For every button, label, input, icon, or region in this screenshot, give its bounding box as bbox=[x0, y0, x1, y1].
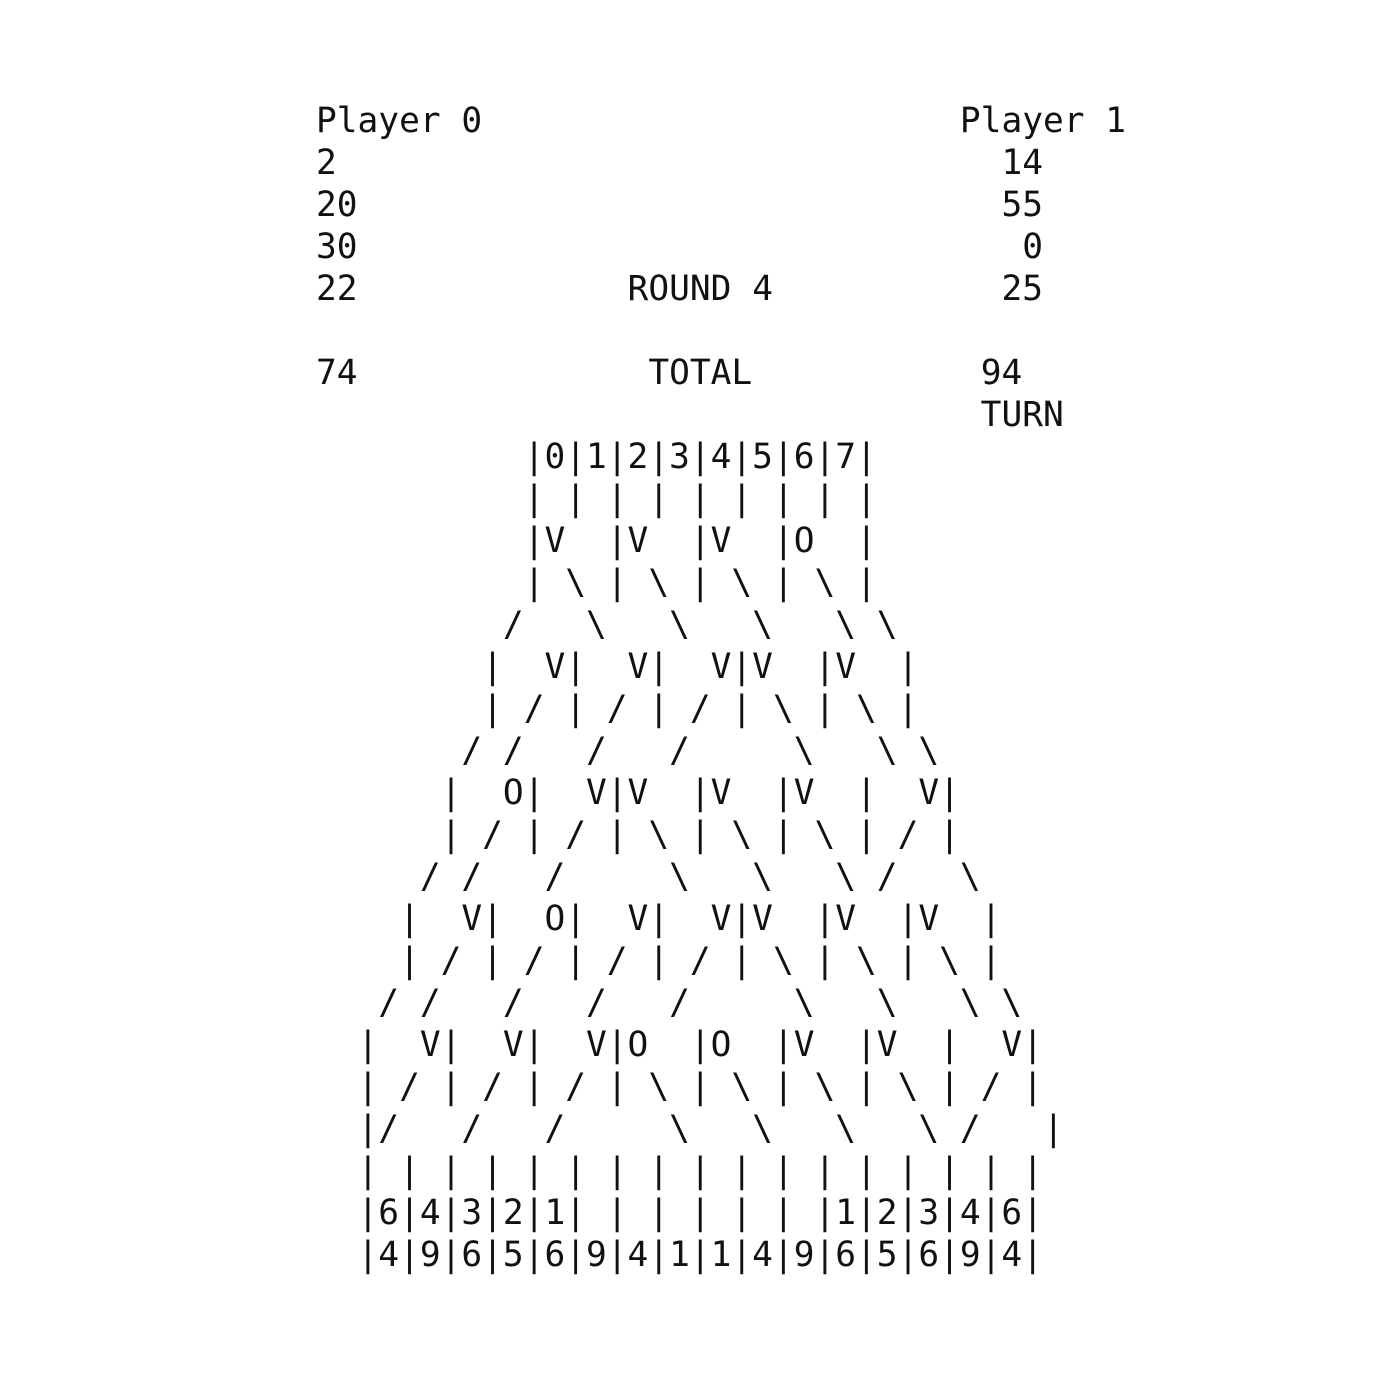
board-column-numbers: |0|1|2|3|4|5|6|7| bbox=[316, 437, 877, 477]
board: |0|1|2|3|4|5|6|7| | | | | | | | | | |V |… bbox=[316, 436, 1116, 1276]
board-line: / / / / \ \ \ bbox=[316, 731, 940, 771]
player0-round-1-score: 2 bbox=[316, 143, 337, 183]
turn-indicator: TURN bbox=[980, 395, 1064, 435]
player1-round-4-score: 25 bbox=[1001, 269, 1044, 309]
turn-row: TURN bbox=[316, 394, 1116, 436]
board-line: | | | | | | | | | | | | | | | | | bbox=[316, 1151, 1043, 1191]
player1-round-1-score: 14 bbox=[1001, 143, 1043, 183]
board-line: / \ \ \ \ \ bbox=[316, 605, 898, 645]
round-label: ROUND 4 bbox=[627, 269, 773, 309]
round-3-row: 30 0 bbox=[316, 226, 1116, 268]
player1-name: Player 1 bbox=[959, 101, 1127, 141]
board-line: | / | / | / | / | \ | \ | \ | bbox=[316, 941, 1002, 981]
player1-round-2-score: 55 bbox=[1001, 185, 1043, 225]
board-line: | / | / | / | \ | \ | \ | \ | / | bbox=[316, 1067, 1043, 1107]
round-4-row: 22 ROUND 4 25 bbox=[316, 268, 1116, 310]
board-bin-values-row-1: |6|4|3|2|1| | | | | | |1|2|3|4|6| bbox=[316, 1193, 1043, 1233]
board-line: / / / / / \ \ \ \ bbox=[316, 983, 1023, 1023]
board-line: | / | / | \ | \ | \ | / | bbox=[316, 815, 960, 855]
board-line: | | | | | | | | | bbox=[316, 479, 877, 519]
spacer-row bbox=[316, 310, 1116, 352]
player0-round-3-score: 30 bbox=[316, 227, 358, 267]
round-1-row: 2 14 bbox=[316, 142, 1116, 184]
board-line: / / / \ \ \ / \ bbox=[316, 857, 981, 897]
board-line: | V| O| V| V|V |V |V | bbox=[316, 899, 1002, 939]
game-screen: Player 0 Player 1 2 14 20 55 30 0 22 ROU… bbox=[316, 100, 1126, 1276]
player0-total: 74 bbox=[316, 353, 358, 393]
board-line: |V |V |V |O | bbox=[316, 521, 877, 561]
total-row: 74 TOTAL 94 bbox=[316, 352, 1116, 394]
player-header-row: Player 0 Player 1 bbox=[316, 100, 1126, 142]
board-line: |/ / / \ \ \ \ / | bbox=[316, 1109, 1064, 1149]
total-label: TOTAL bbox=[648, 353, 753, 393]
player1-round-3-score: 0 bbox=[1022, 227, 1043, 267]
board-line: | V| V| V|V |V | bbox=[316, 647, 919, 687]
board-line: | \ | \ | \ | \ | bbox=[316, 563, 877, 603]
player0-round-4-score: 22 bbox=[316, 269, 358, 309]
player1-total: 94 bbox=[980, 353, 1023, 393]
board-bin-values-row-2: |4|9|6|5|6|9|4|1|1|4|9|6|5|6|9|4| bbox=[316, 1235, 1043, 1275]
board-line: | / | / | / | \ | \ | bbox=[316, 689, 919, 729]
board-line: | V| V| V|O |O |V |V | V| bbox=[316, 1025, 1043, 1065]
player0-round-2-score: 20 bbox=[316, 185, 358, 225]
player0-name: Player 0 bbox=[316, 101, 483, 141]
board-line: | O| V|V |V |V | V| bbox=[316, 773, 960, 813]
round-2-row: 20 55 bbox=[316, 184, 1116, 226]
